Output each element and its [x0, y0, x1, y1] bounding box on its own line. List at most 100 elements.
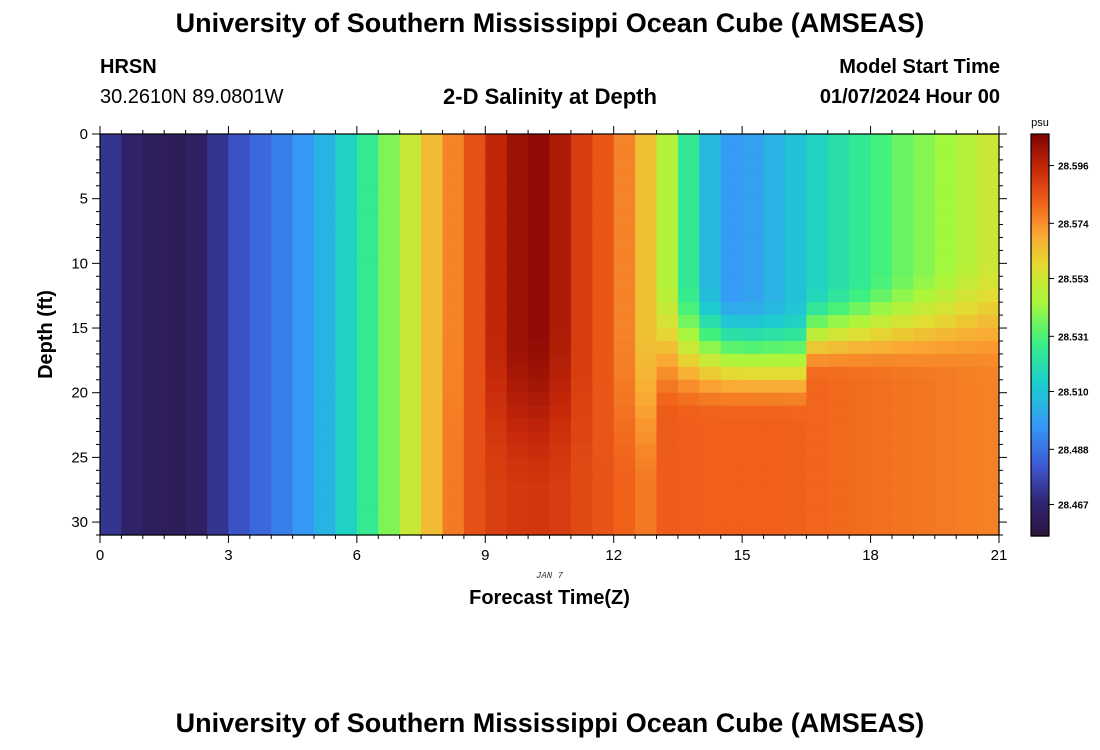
heatmap-cell: [699, 237, 722, 252]
heatmap-cell: [378, 483, 401, 497]
heatmap-cell: [228, 340, 251, 355]
colorbar-segment: [1031, 515, 1049, 520]
heatmap-cell: [485, 470, 508, 484]
heatmap-cell: [100, 366, 122, 381]
colorbar-segment: [1031, 365, 1049, 370]
heatmap-cell: [164, 146, 187, 161]
heatmap-cell: [228, 444, 251, 458]
heatmap-cell: [399, 224, 422, 239]
heatmap-cell: [742, 366, 765, 381]
heatmap-cell: [742, 276, 765, 290]
heatmap-cell: [677, 457, 700, 471]
heatmap-cell: [271, 405, 294, 420]
heatmap-cell: [656, 250, 679, 264]
heatmap-cell: [806, 353, 829, 368]
heatmap-cell: [677, 522, 700, 536]
heatmap-cell: [249, 366, 272, 381]
heatmap-cell: [849, 483, 872, 497]
heatmap-cell: [592, 392, 615, 407]
heatmap-cell: [185, 146, 208, 161]
heatmap-cell: [763, 379, 786, 394]
heatmap-cell: [442, 237, 465, 252]
heatmap-cell: [185, 315, 208, 329]
colorbar-segment: [1031, 412, 1049, 416]
heatmap-cell: [891, 224, 914, 239]
heatmap-cell: [977, 340, 1000, 355]
heatmap-cell: [356, 315, 379, 329]
heatmap-cell: [249, 250, 272, 264]
heatmap-cell: [164, 276, 187, 290]
heatmap-cell: [228, 496, 251, 510]
heatmap-cell: [635, 302, 658, 316]
model-start-label: Model Start Time: [839, 56, 1000, 78]
heatmap-cell: [142, 483, 165, 497]
heatmap-cell: [635, 276, 658, 290]
heatmap-cell: [485, 172, 508, 187]
heatmap-cell: [271, 289, 294, 303]
heatmap-cell: [592, 418, 615, 433]
y-tick-label: 0: [80, 126, 88, 143]
heatmap-cell: [314, 224, 337, 239]
heatmap-cell: [292, 146, 315, 161]
heatmap-cell: [100, 224, 122, 239]
heatmap-cell: [635, 431, 658, 446]
heatmap-cell: [849, 522, 872, 536]
heatmap-cell: [228, 198, 251, 213]
heatmap-cell: [956, 366, 979, 381]
heatmap-cell: [870, 483, 893, 497]
heatmap-cell: [592, 198, 615, 213]
heatmap-cell: [292, 134, 315, 148]
heatmap-cell: [849, 198, 872, 213]
heatmap-cell: [806, 496, 829, 510]
heatmap-cell: [913, 431, 936, 446]
heatmap-cell: [570, 379, 593, 394]
colorbar-segment: [1031, 147, 1049, 152]
heatmap-cell: [870, 444, 893, 458]
heatmap-cell: [378, 379, 401, 394]
heatmap-cell: [570, 198, 593, 213]
heatmap-cell: [485, 405, 508, 420]
colorbar-segment: [1031, 445, 1049, 450]
heatmap-cell: [806, 185, 829, 200]
heatmap-cell: [356, 379, 379, 394]
heatmap-cell: [442, 418, 465, 433]
heatmap-cell: [806, 263, 829, 277]
heatmap-cell: [356, 340, 379, 355]
heatmap-cell: [549, 405, 572, 420]
colorbar-segment: [1031, 455, 1049, 460]
heatmap-cell: [485, 146, 508, 161]
heatmap-cell: [506, 522, 529, 536]
colorbar-segment: [1031, 331, 1049, 336]
heatmap-cell: [870, 146, 893, 161]
heatmap-cell: [849, 457, 872, 471]
heatmap-cell: [592, 444, 615, 458]
heatmap-cell: [913, 418, 936, 433]
colorbar-segment: [1031, 328, 1049, 333]
colorbar-segment: [1031, 160, 1049, 165]
heatmap-cell: [356, 457, 379, 471]
heatmap-cell: [356, 211, 379, 226]
heatmap-cell: [891, 250, 914, 264]
heatmap-cell: [934, 509, 957, 523]
heatmap-cell: [271, 522, 294, 536]
heatmap-cell: [249, 185, 272, 200]
colorbar-segment: [1031, 231, 1049, 236]
heatmap-cell: [635, 353, 658, 368]
heatmap-cell: [378, 211, 401, 226]
heatmap-cell: [656, 134, 679, 148]
heatmap-cell: [228, 211, 251, 226]
heatmap-cell: [463, 185, 486, 200]
heatmap-cell: [421, 302, 444, 316]
heatmap-cell: [977, 392, 1000, 407]
heatmap-cell: [399, 185, 422, 200]
heatmap-cell: [891, 522, 914, 536]
heatmap-cell: [720, 134, 743, 148]
heatmap-cell: [742, 340, 765, 355]
heatmap-cell: [335, 470, 358, 484]
heatmap-cell: [956, 496, 979, 510]
heatmap-cell: [271, 340, 294, 355]
heatmap-cell: [121, 496, 144, 510]
heatmap-cell: [463, 276, 486, 290]
heatmap-cell: [528, 353, 551, 368]
heatmap-cell: [228, 470, 251, 484]
